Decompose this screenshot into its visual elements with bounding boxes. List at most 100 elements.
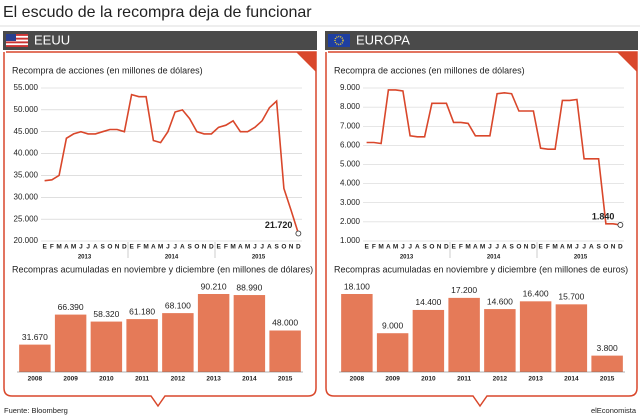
x-tick-label: M <box>393 244 398 251</box>
line <box>366 89 621 226</box>
corner-fold <box>296 52 316 72</box>
x-tick-label: J <box>488 244 492 251</box>
y-tick-label: 40.000 <box>14 149 39 158</box>
x-tick-label: J <box>86 244 90 251</box>
chart-subtitle: Recompra de acciones (en millones de dól… <box>12 65 203 75</box>
x-tick-label: J <box>79 244 83 251</box>
bar <box>591 355 623 372</box>
x-tick-label: M <box>465 244 470 251</box>
chart-subtitle: Recompras acumuladas en noviembre y dici… <box>12 264 313 274</box>
value-label: 9.000 <box>382 320 404 330</box>
x-tick-label: O <box>194 244 199 251</box>
x-tick-label: M <box>567 244 572 251</box>
x-tick-label: F <box>137 244 141 251</box>
year-label: 2015 <box>574 255 588 261</box>
x-tick-label: O <box>429 244 434 251</box>
x-tick-label: A <box>151 244 156 251</box>
value-label: 58.320 <box>93 309 119 319</box>
x-tick-label: J <box>253 244 257 251</box>
x-tick-label: N <box>524 244 529 251</box>
x-tick-label: F <box>224 244 228 251</box>
x-tick-label: A <box>502 244 507 251</box>
x-tick-label: A <box>64 244 69 251</box>
x-tick-label: D <box>209 244 214 251</box>
point-marker <box>617 222 624 228</box>
y-tick-label: 55.000 <box>14 83 39 92</box>
line <box>44 93 300 234</box>
bar <box>19 344 51 372</box>
y-tick-label: 8.000 <box>340 102 361 111</box>
x-tick-label: O <box>281 244 286 251</box>
x-tick-label: D <box>444 244 449 251</box>
y-tick-label: 30.000 <box>14 192 39 201</box>
year-label: 2014 <box>165 255 179 261</box>
x-tick-label: E <box>216 244 221 251</box>
page-title: El escudo de la recompra deja de funcion… <box>3 4 312 21</box>
x-tick-label: O <box>603 244 608 251</box>
x-tick-label: O <box>107 244 112 251</box>
bar <box>519 301 552 372</box>
value-label: 61.180 <box>129 306 155 316</box>
value-label: 21.720 <box>265 220 293 230</box>
x-tick-label: 2013 <box>206 376 221 383</box>
x-tick-label: 2009 <box>385 376 400 383</box>
y-tick-label: 6.000 <box>340 140 361 149</box>
bar <box>376 333 409 372</box>
corner-fold <box>617 52 637 72</box>
y-tick-label: 20.000 <box>14 236 39 245</box>
x-tick-label: A <box>560 244 565 251</box>
x-tick-label: J <box>495 244 499 251</box>
bar <box>54 314 87 372</box>
x-tick-label: E <box>42 244 47 251</box>
chart-subtitle: Recompra de acciones (en millones de dól… <box>334 65 525 75</box>
chart-subtitle: Recompras acumuladas en noviembre y dici… <box>334 264 628 274</box>
panel-name: EUROPA <box>356 32 410 47</box>
x-tick-label: M <box>143 244 148 251</box>
x-tick-label: N <box>611 244 616 251</box>
x-tick-label: 2011 <box>135 376 149 383</box>
panel-border <box>3 51 317 408</box>
x-tick-label: M <box>71 244 76 251</box>
bar <box>448 297 480 372</box>
bar <box>162 313 194 372</box>
value-label: 88.990 <box>236 282 262 292</box>
x-tick-label: 2008 <box>350 376 365 383</box>
x-tick-label: A <box>93 244 98 251</box>
x-tick-label: E <box>451 244 456 251</box>
value-label: 3.800 <box>596 343 618 353</box>
x-tick-label: A <box>180 244 185 251</box>
panel-border <box>325 51 638 408</box>
bar <box>269 330 301 372</box>
value-label: 31.670 <box>22 332 48 342</box>
value-label: 68.100 <box>165 300 191 310</box>
us-flag <box>6 34 28 47</box>
value-label: 1.840 <box>592 211 615 221</box>
value-label: 66.390 <box>58 302 84 312</box>
x-tick-label: F <box>372 244 376 251</box>
x-tick-label: 2009 <box>63 376 78 383</box>
x-tick-label: J <box>408 244 412 251</box>
x-tick-label: S <box>274 244 279 251</box>
x-tick-label: S <box>596 244 601 251</box>
bar <box>484 309 516 372</box>
x-tick-label: A <box>386 244 391 251</box>
x-tick-label: N <box>437 244 442 251</box>
x-tick-label: 2010 <box>421 376 436 383</box>
value-label: 16.400 <box>523 289 549 299</box>
bar <box>233 295 266 372</box>
y-tick-label: 7.000 <box>340 121 361 130</box>
year-label: 2014 <box>487 255 501 261</box>
x-tick-label: S <box>187 244 192 251</box>
x-tick-label: J <box>166 244 170 251</box>
x-tick-label: D <box>531 244 536 251</box>
x-tick-label: M <box>245 244 250 251</box>
value-label: 48.000 <box>272 318 298 328</box>
x-tick-label: N <box>289 244 294 251</box>
x-tick-label: N <box>202 244 207 251</box>
x-tick-label: 2010 <box>99 376 114 383</box>
x-tick-label: A <box>415 244 420 251</box>
x-tick-label: A <box>473 244 478 251</box>
x-tick-label: J <box>582 244 586 251</box>
x-tick-label: 2015 <box>600 376 615 383</box>
y-tick-label: 4.000 <box>340 179 361 188</box>
